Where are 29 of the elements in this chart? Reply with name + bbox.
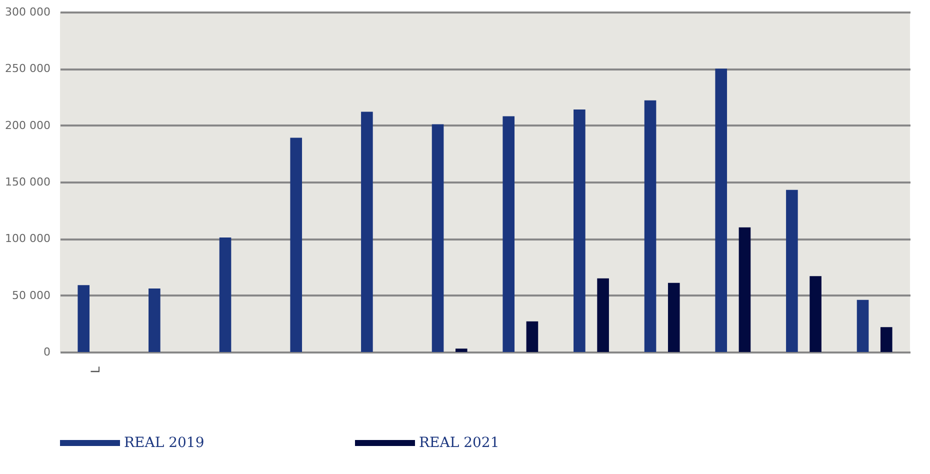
bar (78, 285, 90, 352)
x-tick-label: L (88, 366, 102, 374)
legend-label: REAL 2021 (419, 435, 500, 451)
bar (290, 138, 302, 352)
y-tick-label: 50 000 (12, 288, 50, 302)
bar (644, 100, 656, 352)
y-tick-label: 150 000 (5, 176, 50, 188)
bar (597, 278, 609, 352)
y-tick-label: 200 000 (5, 118, 50, 132)
bar (786, 190, 798, 352)
y-tick-label: 0 (44, 346, 50, 358)
bar (880, 327, 892, 352)
bar (715, 68, 728, 352)
bar (361, 112, 373, 352)
bar (455, 348, 468, 352)
bar (668, 282, 680, 352)
bar (810, 276, 822, 352)
y-tick-label: 250 000 (5, 62, 50, 76)
bar (738, 227, 751, 352)
bar (219, 238, 232, 352)
bar (526, 321, 538, 352)
bar (502, 116, 515, 352)
legend-label: REAL 2019 (124, 435, 204, 451)
y-tick-label: 300 000 (5, 6, 50, 18)
bar (432, 124, 444, 352)
bar (856, 300, 869, 352)
bar (574, 109, 586, 352)
bar (148, 288, 160, 352)
y-tick-label: 100 000 (5, 232, 50, 246)
